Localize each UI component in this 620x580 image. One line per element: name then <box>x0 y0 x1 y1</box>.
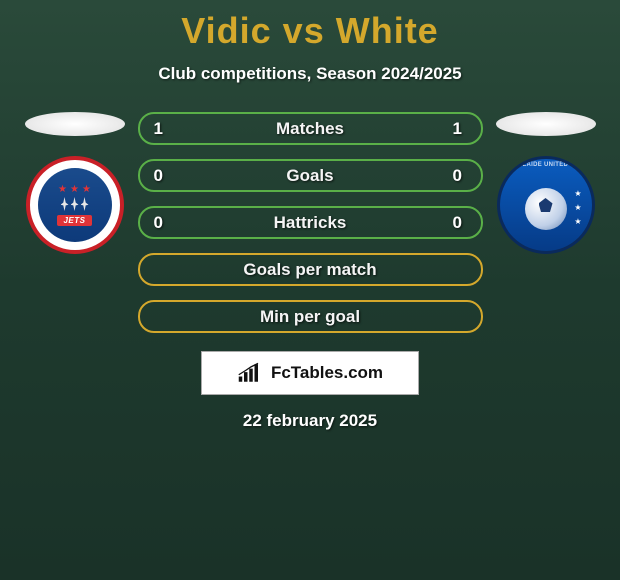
stat-row-goals-per-match: Goals per match <box>138 253 483 286</box>
stat-right-value: 0 <box>453 166 467 186</box>
stat-left-value: 0 <box>154 166 168 186</box>
stat-right-value: 1 <box>453 119 467 139</box>
stat-label: Goals <box>168 166 453 186</box>
page-title: Vidic vs White <box>0 10 620 52</box>
stat-left-value: 1 <box>154 119 168 139</box>
stat-row-min-per-goal: Min per goal <box>138 300 483 333</box>
player-placeholder-right <box>496 112 596 136</box>
right-club-logo: ADELAIDE UNITED F.C. ★★★ <box>497 156 595 254</box>
brand-name: FcTables.com <box>271 363 383 383</box>
left-club-logo: ★★★ JETS <box>26 156 124 254</box>
stat-right-value: 0 <box>453 213 467 233</box>
stat-row-goals: 0 Goals 0 <box>138 159 483 192</box>
left-player-column: ★★★ JETS <box>20 112 130 254</box>
comparison-card: Vidic vs White Club competitions, Season… <box>0 0 620 431</box>
adelaide-logo-inner: ADELAIDE UNITED F.C. ★★★ <box>500 159 592 251</box>
jets-planes-icon <box>61 197 89 211</box>
right-player-column: ADELAIDE UNITED F.C. ★★★ <box>491 112 601 254</box>
soccer-ball-icon <box>525 188 567 230</box>
jets-stars-icon: ★★★ <box>58 184 91 195</box>
subtitle: Club competitions, Season 2024/2025 <box>0 64 620 84</box>
stats-column: 1 Matches 1 0 Goals 0 0 Hattricks 0 Goal… <box>138 112 483 333</box>
stat-left-value: 0 <box>154 213 168 233</box>
stat-label: Hattricks <box>168 213 453 233</box>
chart-icon <box>237 362 265 384</box>
southern-cross-icon: ★★★ <box>574 189 581 226</box>
stats-area: ★★★ JETS 1 Matches 1 0 Goals 0 <box>0 112 620 333</box>
player-placeholder-left <box>25 112 125 136</box>
stat-label: Min per goal <box>168 307 453 327</box>
date-text: 22 february 2025 <box>0 411 620 431</box>
jets-logo-inner: ★★★ JETS <box>38 168 112 242</box>
stat-label: Goals per match <box>168 260 453 280</box>
brand-banner[interactable]: FcTables.com <box>201 351 419 395</box>
stat-label: Matches <box>168 119 453 139</box>
jets-label: JETS <box>57 215 91 226</box>
stat-row-hattricks: 0 Hattricks 0 <box>138 206 483 239</box>
stat-row-matches: 1 Matches 1 <box>138 112 483 145</box>
adelaide-arc-text: ADELAIDE UNITED F.C. <box>500 162 592 168</box>
